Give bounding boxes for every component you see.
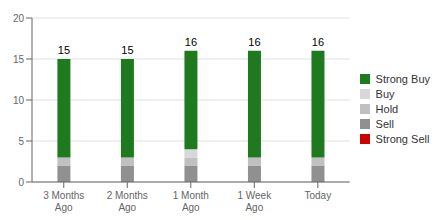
- svg-text:15: 15: [58, 44, 70, 56]
- svg-text:2 MonthsAgo: 2 MonthsAgo: [107, 190, 148, 213]
- svg-text:1 MonthAgo: 1 MonthAgo: [173, 190, 209, 213]
- svg-text:Today: Today: [304, 190, 331, 201]
- html-text:Strong Buy: Strong Buy: [375, 72, 430, 85]
- svg-text:1 WeekAgo: 1 WeekAgo: [237, 190, 272, 213]
- html-text:Buy: Buy: [375, 87, 395, 100]
- svg-text:5: 5: [18, 136, 24, 147]
- svg-text:15: 15: [13, 54, 25, 65]
- html-text:Hold: Hold: [375, 102, 399, 115]
- svg-text:0: 0: [18, 177, 24, 188]
- html-text:Sell: Sell: [375, 117, 394, 130]
- svg-text:16: 16: [248, 36, 260, 48]
- svg-text:10: 10: [13, 95, 25, 106]
- svg-text:15: 15: [121, 44, 133, 56]
- svg-text:20: 20: [13, 13, 25, 24]
- html-text:Strong Sell: Strong Sell: [375, 132, 430, 145]
- svg-text:3 MonthsAgo: 3 MonthsAgo: [43, 190, 84, 213]
- svg-text:16: 16: [312, 36, 324, 48]
- svg-text:16: 16: [185, 36, 197, 48]
